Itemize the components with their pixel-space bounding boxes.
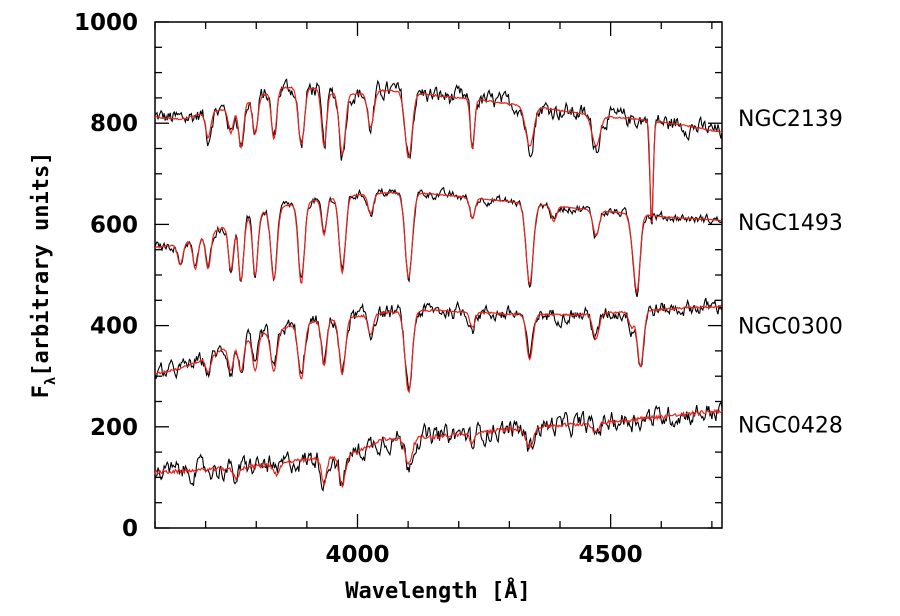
y-axis-label: Fλ[arbitrary units] (29, 152, 59, 399)
y-tick-label: 600 (90, 212, 138, 238)
model-spectrum-ngc1493 (154, 191, 723, 294)
series-label-ngc0428: NGC0428 (738, 413, 843, 438)
y-tick-label: 0 (122, 516, 138, 542)
model-spectrum-ngc0300 (154, 304, 723, 394)
series-label-ngc1493: NGC1493 (738, 211, 843, 236)
y-tick-label: 1000 (74, 10, 138, 36)
observed-spectrum-ngc0428 (154, 401, 723, 492)
y-axis-label-sub: λ (43, 377, 59, 385)
series-label-ngc2139: NGC2139 (738, 107, 843, 132)
y-axis-label-main: F (29, 385, 54, 398)
series-label-ngc0300: NGC0300 (738, 315, 843, 340)
observed-spectrum-ngc2139 (154, 78, 723, 225)
model-spectrum-ngc2139 (154, 86, 723, 224)
y-tick-label: 800 (90, 111, 138, 137)
x-tick-label: 4500 (579, 542, 643, 568)
y-tick-label: 200 (90, 415, 138, 441)
y-axis-label-rest: [arbitrary units] (29, 152, 54, 377)
y-tick-label: 400 (90, 314, 138, 340)
model-spectrum-ngc0428 (154, 408, 723, 489)
observed-spectrum-ngc1493 (154, 186, 723, 298)
svg-text:Fλ[arbitrary units]: Fλ[arbitrary units] (29, 152, 59, 399)
x-tick-label: 4000 (325, 542, 389, 568)
x-axis-label: Wavelength [Å] (345, 578, 530, 604)
